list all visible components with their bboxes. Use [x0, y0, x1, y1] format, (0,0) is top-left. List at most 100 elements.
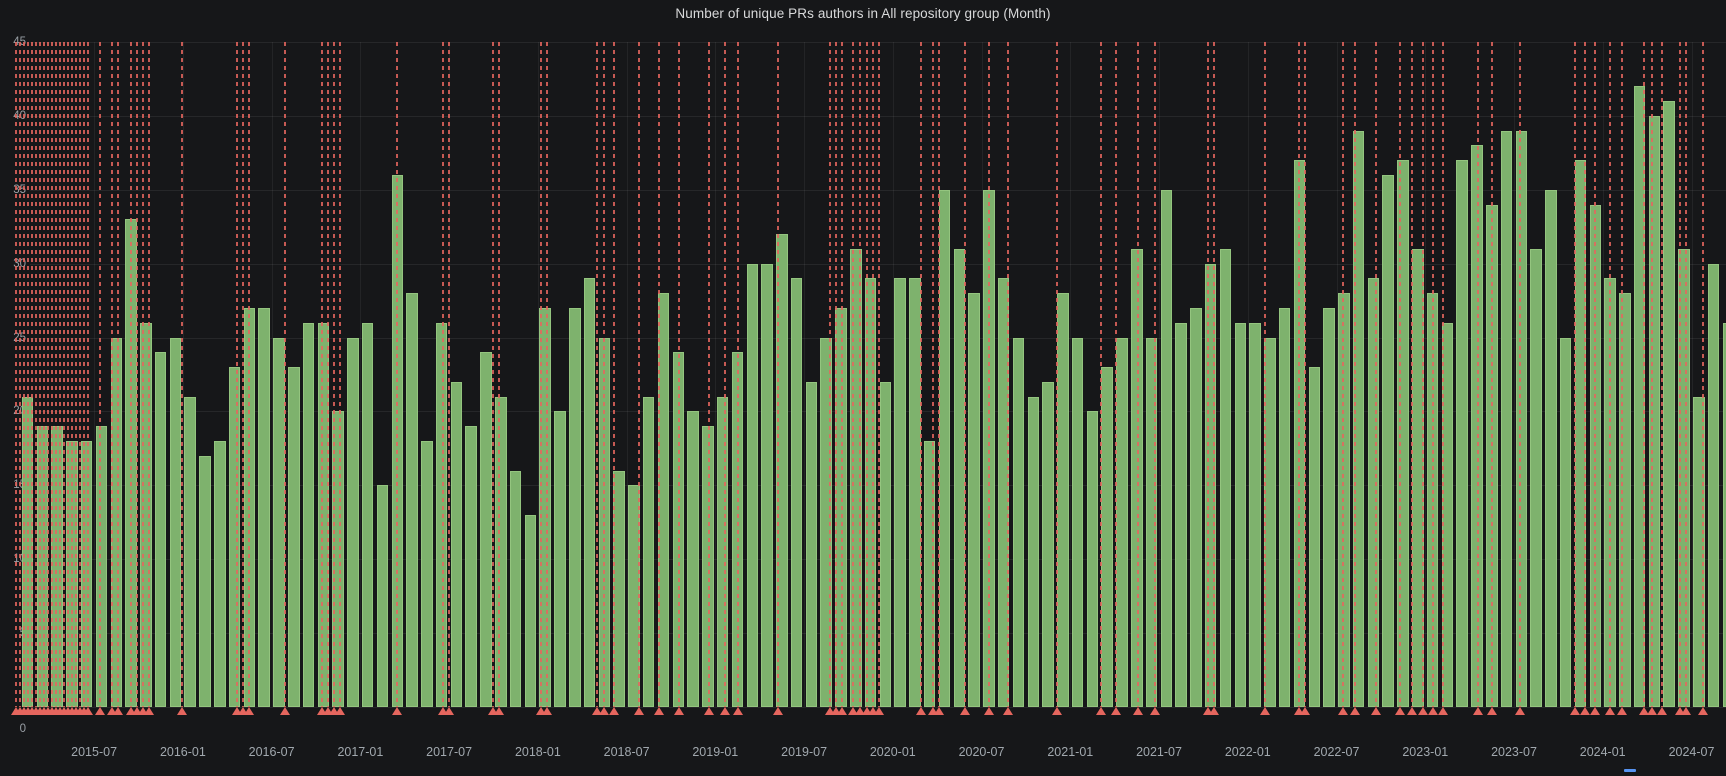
annotation-marker-icon[interactable]	[1515, 707, 1525, 715]
bar-2015-06[interactable]	[80, 441, 93, 707]
bar-2017-02[interactable]	[376, 485, 389, 707]
annotation-marker-icon[interactable]	[862, 707, 872, 715]
annotation-marker-icon[interactable]	[1657, 707, 1667, 715]
annotation-marker-icon[interactable]	[1681, 707, 1691, 715]
bar-2021-06[interactable]	[1145, 337, 1158, 707]
annotation-marker-icon[interactable]	[126, 707, 136, 715]
bar-2019-10[interactable]	[850, 248, 862, 707]
annotation-marker-icon[interactable]	[654, 707, 664, 715]
bar-2019-07[interactable]	[805, 381, 818, 707]
bar-2021-01[interactable]	[1071, 337, 1084, 707]
bar-2021-05[interactable]	[1131, 248, 1143, 707]
bar-2016-12[interactable]	[347, 337, 359, 707]
bar-2022-06[interactable]	[1323, 308, 1335, 707]
bar-2017-06[interactable]	[435, 322, 448, 707]
bar-2021-04[interactable]	[1116, 337, 1128, 707]
bar-2017-04[interactable]	[406, 293, 418, 707]
bar-2018-03[interactable]	[569, 308, 581, 707]
bar-2018-12[interactable]	[702, 426, 714, 707]
bar-2023-09[interactable]	[1545, 189, 1557, 707]
bar-2019-03[interactable]	[746, 263, 758, 707]
annotation-marker-icon[interactable]	[244, 707, 254, 715]
annotation-marker-icon[interactable]	[1395, 707, 1405, 715]
bar-2015-11[interactable]	[154, 352, 167, 707]
annotation-marker-icon[interactable]	[1096, 707, 1106, 715]
annotation-marker-icon[interactable]	[107, 707, 117, 715]
annotation-marker-icon[interactable]	[960, 707, 970, 715]
annotation-marker-icon[interactable]	[438, 707, 448, 715]
bar-2018-01[interactable]	[539, 308, 551, 707]
bar-2024-04[interactable]	[1648, 115, 1661, 707]
annotation-marker-icon[interactable]	[733, 707, 743, 715]
annotation-marker-icon[interactable]	[317, 707, 327, 715]
bar-2016-03[interactable]	[214, 441, 226, 707]
bar-2024-05[interactable]	[1663, 101, 1675, 707]
annotation-marker-icon[interactable]	[984, 707, 994, 715]
annotation-marker-icon[interactable]	[592, 707, 602, 715]
bar-2018-04[interactable]	[583, 278, 596, 707]
annotation-marker-icon[interactable]	[494, 707, 504, 715]
bar-2017-05[interactable]	[421, 441, 433, 707]
annotation-marker-icon[interactable]	[392, 707, 402, 715]
annotation-marker-icon[interactable]	[238, 707, 248, 715]
bar-2022-01[interactable]	[1249, 322, 1261, 707]
annotation-marker-icon[interactable]	[1647, 707, 1657, 715]
annotation-marker-icon[interactable]	[1350, 707, 1360, 715]
bar-2021-03[interactable]	[1101, 367, 1113, 707]
annotation-marker-icon[interactable]	[1294, 707, 1304, 715]
annotation-marker-icon[interactable]	[95, 707, 105, 715]
annotation-marker-icon[interactable]	[1407, 707, 1417, 715]
bar-2022-05[interactable]	[1308, 367, 1320, 707]
annotation-marker-icon[interactable]	[773, 707, 783, 715]
bar-2016-01[interactable]	[184, 396, 196, 707]
bar-2024-09[interactable]	[1722, 322, 1726, 707]
annotation-marker-icon[interactable]	[928, 707, 938, 715]
bar-2021-10[interactable]	[1204, 263, 1217, 707]
bar-2022-09[interactable]	[1367, 278, 1380, 707]
bar-2016-08[interactable]	[288, 367, 300, 707]
bar-2015-08[interactable]	[110, 337, 122, 707]
annotation-marker-icon[interactable]	[855, 707, 865, 715]
annotation-marker-icon[interactable]	[1570, 707, 1580, 715]
bar-2016-11[interactable]	[332, 411, 344, 707]
bar-2020-06[interactable]	[968, 293, 980, 707]
annotation-marker-icon[interactable]	[488, 707, 498, 715]
annotation-marker-icon[interactable]	[1438, 707, 1448, 715]
annotation-marker-icon[interactable]	[444, 707, 454, 715]
bar-2019-06[interactable]	[790, 278, 803, 707]
bar-2018-11[interactable]	[687, 411, 699, 707]
annotation-marker-icon[interactable]	[934, 707, 944, 715]
bar-2017-07[interactable]	[450, 381, 463, 707]
annotation-marker-icon[interactable]	[720, 707, 730, 715]
annotation-marker-icon[interactable]	[634, 707, 644, 715]
bar-2016-02[interactable]	[199, 455, 211, 707]
bar-2019-08[interactable]	[820, 337, 832, 707]
annotation-marker-icon[interactable]	[1111, 707, 1121, 715]
bar-2016-06[interactable]	[258, 308, 270, 707]
bar-2017-12[interactable]	[524, 514, 537, 707]
annotation-marker-icon[interactable]	[329, 707, 339, 715]
annotation-marker-icon[interactable]	[335, 707, 345, 715]
bar-2019-04[interactable]	[761, 263, 773, 707]
annotation-marker-icon[interactable]	[1580, 707, 1590, 715]
bar-2015-10[interactable]	[140, 322, 152, 707]
annotation-marker-icon[interactable]	[609, 707, 619, 715]
annotation-marker-icon[interactable]	[1133, 707, 1143, 715]
bar-2018-06[interactable]	[613, 470, 625, 707]
annotation-marker-icon[interactable]	[1003, 707, 1013, 715]
annotation-marker-icon[interactable]	[542, 707, 552, 715]
annotation-marker-icon[interactable]	[138, 707, 148, 715]
bar-2023-04[interactable]	[1471, 145, 1483, 707]
annotation-marker-icon[interactable]	[1203, 707, 1213, 715]
annotation-marker-icon[interactable]	[144, 707, 154, 715]
annotation-marker-icon[interactable]	[232, 707, 242, 715]
annotation-marker-icon[interactable]	[83, 707, 93, 715]
bar-2017-08[interactable]	[465, 426, 477, 707]
bar-2015-04[interactable]	[51, 426, 63, 707]
annotation-marker-icon[interactable]	[1338, 707, 1348, 715]
annotation-marker-icon[interactable]	[1428, 707, 1438, 715]
annotation-marker-icon[interactable]	[848, 707, 858, 715]
bar-2024-02[interactable]	[1619, 293, 1631, 707]
annotation-marker-icon[interactable]	[280, 707, 290, 715]
bar-2017-09[interactable]	[480, 352, 492, 707]
